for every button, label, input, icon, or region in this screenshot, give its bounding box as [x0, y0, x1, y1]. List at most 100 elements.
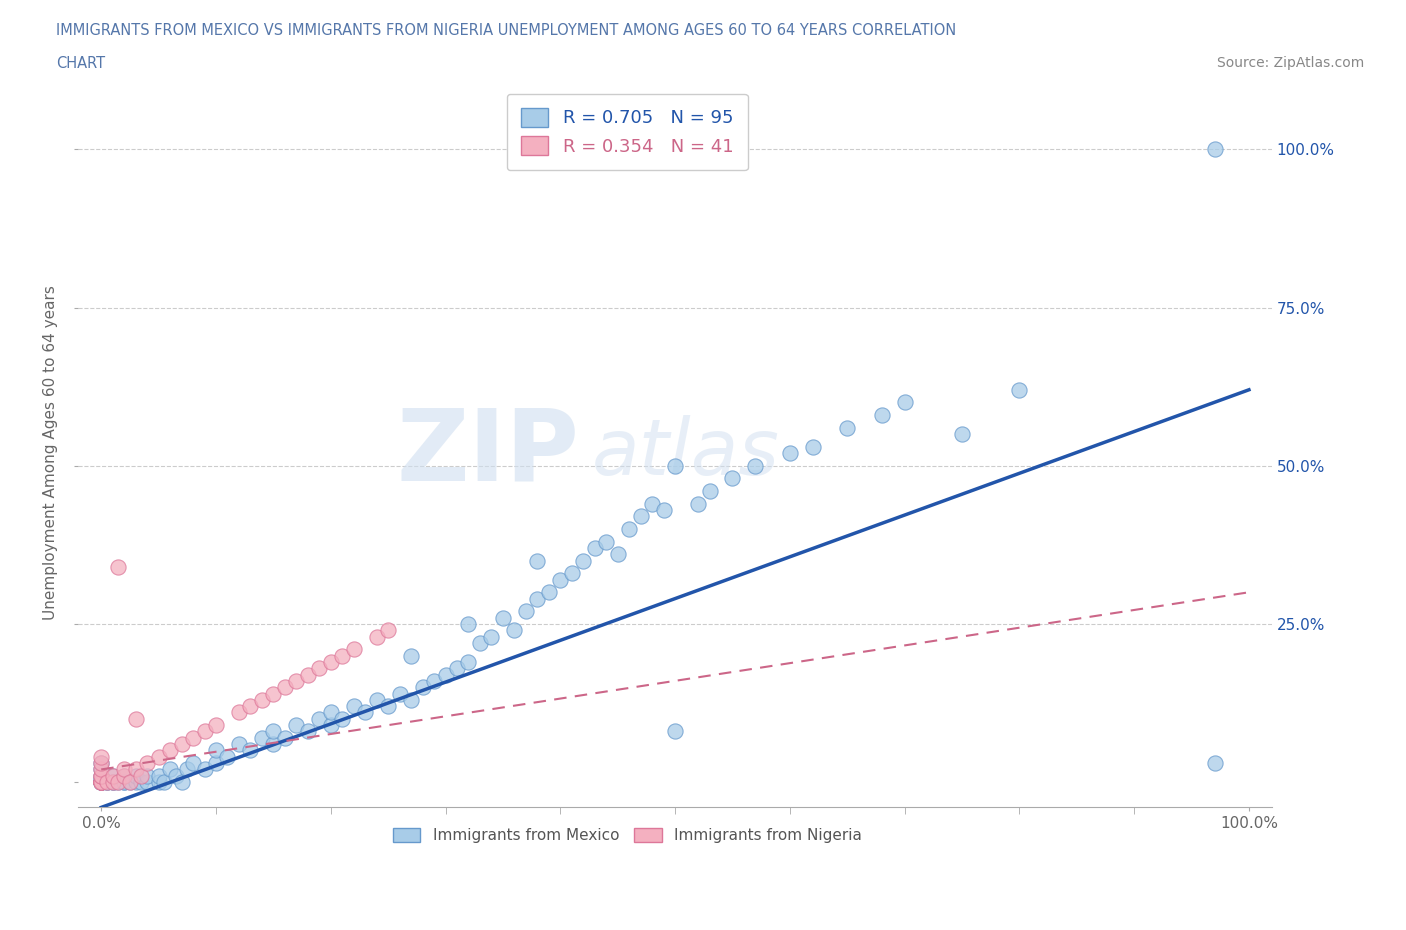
Point [228, 705, 250, 720]
Point [90, 775, 112, 790]
Point [90, 775, 112, 790]
Text: ZIP: ZIP [396, 405, 579, 501]
Point [90, 775, 112, 790]
Point [893, 395, 915, 410]
Point [205, 718, 228, 733]
Point [526, 553, 548, 568]
Point [107, 775, 129, 790]
Point [165, 768, 187, 783]
Point [193, 762, 215, 777]
Point [101, 775, 124, 790]
Point [319, 655, 342, 670]
Point [90, 775, 112, 790]
Point [950, 427, 973, 442]
Point [107, 775, 129, 790]
Point [343, 698, 366, 713]
Point [118, 775, 141, 790]
Point [90, 775, 112, 790]
Point [170, 737, 193, 751]
Point [90, 775, 112, 790]
Point [503, 623, 526, 638]
Point [136, 775, 159, 790]
Legend: Immigrants from Mexico, Immigrants from Nigeria: Immigrants from Mexico, Immigrants from … [387, 822, 868, 849]
Point [159, 743, 181, 758]
Point [308, 660, 330, 675]
Point [112, 762, 135, 777]
Point [468, 635, 491, 650]
Point [617, 522, 640, 537]
Point [112, 775, 135, 790]
Point [801, 439, 824, 454]
Point [274, 730, 297, 745]
Point [112, 768, 135, 783]
Point [595, 534, 617, 549]
Point [561, 565, 583, 580]
Point [583, 540, 606, 555]
Point [699, 484, 721, 498]
Point [181, 756, 204, 771]
Point [388, 686, 411, 701]
Point [96, 775, 118, 790]
Point [250, 730, 273, 745]
Point [664, 458, 686, 473]
Point [779, 445, 801, 460]
Point [1204, 756, 1226, 771]
Point [101, 775, 124, 790]
Point [664, 724, 686, 739]
Point [423, 673, 446, 688]
Point [90, 775, 112, 790]
Point [319, 705, 342, 720]
Point [131, 775, 153, 790]
Point [457, 617, 479, 631]
Point [148, 775, 170, 790]
Point [90, 775, 112, 790]
Point [606, 547, 628, 562]
Point [107, 560, 129, 575]
Point [1204, 142, 1226, 157]
Point [131, 768, 153, 783]
Point [492, 610, 515, 625]
Point [148, 750, 170, 764]
Point [308, 711, 330, 726]
Text: Source: ZipAtlas.com: Source: ZipAtlas.com [1216, 56, 1364, 70]
Point [366, 629, 388, 644]
Point [399, 648, 422, 663]
Text: CHART: CHART [56, 56, 105, 71]
Point [153, 775, 176, 790]
Point [262, 737, 284, 751]
Point [319, 718, 342, 733]
Point [285, 673, 308, 688]
Point [239, 698, 262, 713]
Point [744, 458, 766, 473]
Point [354, 705, 377, 720]
Point [837, 420, 859, 435]
Point [205, 756, 228, 771]
Point [124, 775, 146, 790]
Point [285, 718, 308, 733]
Point [721, 471, 744, 485]
Point [90, 768, 112, 783]
Point [330, 648, 353, 663]
Point [457, 655, 479, 670]
Point [434, 667, 457, 682]
Point [250, 693, 273, 708]
Point [274, 680, 297, 695]
Point [412, 680, 434, 695]
Point [90, 750, 112, 764]
Text: IMMIGRANTS FROM MEXICO VS IMMIGRANTS FROM NIGERIA UNEMPLOYMENT AMONG AGES 60 TO : IMMIGRANTS FROM MEXICO VS IMMIGRANTS FRO… [56, 23, 956, 38]
Point [148, 768, 170, 783]
Point [90, 762, 112, 777]
Point [366, 693, 388, 708]
Point [515, 604, 537, 618]
Point [330, 711, 353, 726]
Point [90, 775, 112, 790]
Point [90, 775, 112, 790]
Point [526, 591, 548, 606]
Point [641, 497, 664, 512]
Point [217, 750, 239, 764]
Point [343, 642, 366, 657]
Point [112, 775, 135, 790]
Point [118, 775, 141, 790]
Text: atlas: atlas [592, 415, 779, 491]
Point [297, 667, 319, 682]
